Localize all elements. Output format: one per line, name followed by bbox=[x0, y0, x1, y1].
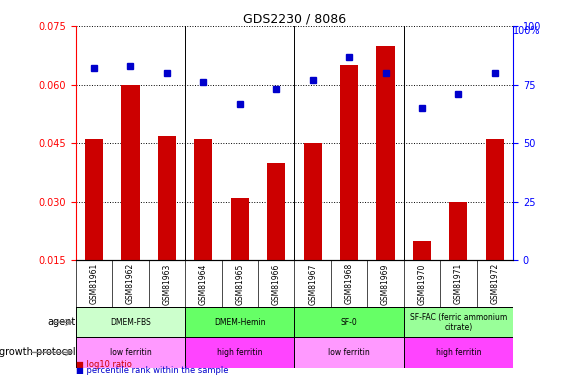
Text: low ferritin: low ferritin bbox=[328, 348, 370, 357]
Text: 100%: 100% bbox=[513, 26, 540, 36]
Text: SF-0: SF-0 bbox=[340, 318, 357, 327]
Text: GSM81972: GSM81972 bbox=[490, 263, 499, 305]
FancyBboxPatch shape bbox=[294, 338, 403, 368]
Text: agent: agent bbox=[48, 317, 76, 327]
Text: ■ log10 ratio: ■ log10 ratio bbox=[76, 360, 132, 369]
FancyBboxPatch shape bbox=[403, 307, 513, 338]
FancyBboxPatch shape bbox=[185, 338, 294, 368]
Title: GDS2230 / 8086: GDS2230 / 8086 bbox=[243, 12, 346, 25]
Bar bbox=[340, 65, 358, 261]
FancyBboxPatch shape bbox=[294, 307, 403, 338]
Text: high ferritin: high ferritin bbox=[436, 348, 481, 357]
Text: GSM81965: GSM81965 bbox=[236, 263, 244, 305]
Bar bbox=[449, 202, 468, 261]
Text: GSM81961: GSM81961 bbox=[90, 263, 99, 305]
Text: high ferritin: high ferritin bbox=[217, 348, 262, 357]
Text: GSM81962: GSM81962 bbox=[126, 263, 135, 305]
Text: DMEM-Hemin: DMEM-Hemin bbox=[214, 318, 265, 327]
FancyBboxPatch shape bbox=[403, 338, 513, 368]
Text: GSM81969: GSM81969 bbox=[381, 263, 390, 305]
FancyBboxPatch shape bbox=[76, 307, 185, 338]
Bar bbox=[413, 241, 431, 261]
Bar bbox=[231, 198, 249, 261]
Bar bbox=[121, 85, 139, 261]
Text: SF-FAC (ferric ammonium
citrate): SF-FAC (ferric ammonium citrate) bbox=[410, 313, 507, 332]
FancyBboxPatch shape bbox=[76, 338, 185, 368]
Text: GSM81971: GSM81971 bbox=[454, 263, 463, 305]
Text: low ferritin: low ferritin bbox=[110, 348, 152, 357]
Bar bbox=[377, 46, 395, 261]
Text: GSM81966: GSM81966 bbox=[272, 263, 280, 305]
Bar bbox=[194, 140, 212, 261]
Text: GSM81970: GSM81970 bbox=[417, 263, 426, 305]
FancyBboxPatch shape bbox=[185, 307, 294, 338]
Bar bbox=[304, 143, 322, 261]
Bar bbox=[85, 140, 103, 261]
Text: ■ percentile rank within the sample: ■ percentile rank within the sample bbox=[76, 366, 229, 375]
Bar bbox=[486, 140, 504, 261]
Text: growth protocol: growth protocol bbox=[0, 348, 76, 357]
Bar bbox=[267, 163, 285, 261]
Text: GSM81963: GSM81963 bbox=[163, 263, 171, 305]
Text: GSM81968: GSM81968 bbox=[345, 263, 353, 305]
Text: DMEM-FBS: DMEM-FBS bbox=[110, 318, 151, 327]
Bar bbox=[158, 135, 176, 261]
Text: GSM81967: GSM81967 bbox=[308, 263, 317, 305]
Text: GSM81964: GSM81964 bbox=[199, 263, 208, 305]
